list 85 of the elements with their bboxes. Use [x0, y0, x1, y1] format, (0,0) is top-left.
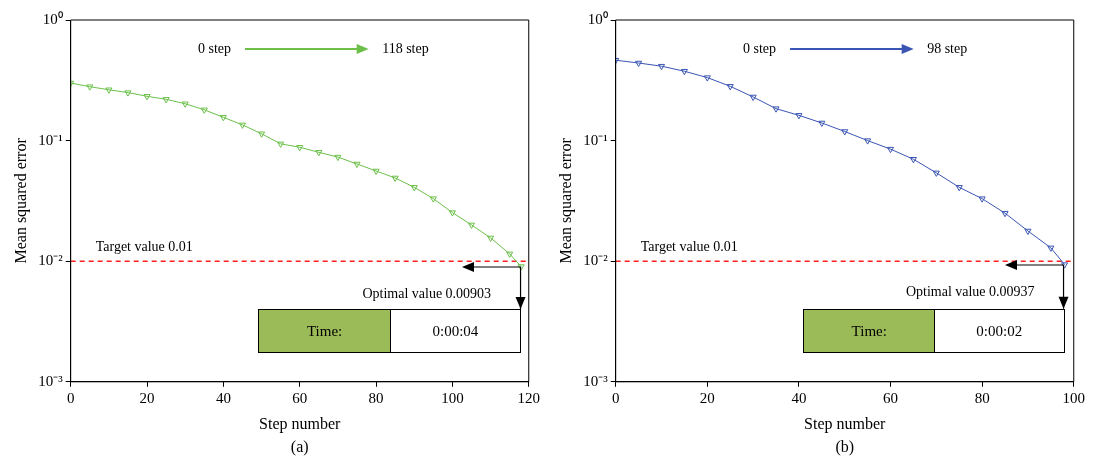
annotation: 0 step	[742, 40, 777, 56]
point	[909, 157, 917, 164]
point	[429, 196, 437, 203]
y-axis-title: Mean squared error	[556, 137, 575, 264]
annotation: 0 step	[197, 40, 232, 56]
x-tick-label: 80	[368, 389, 384, 406]
point	[1047, 245, 1055, 252]
point	[841, 129, 849, 136]
y-tick-label: 10⁻³	[583, 372, 609, 389]
x-tick-label: 60	[883, 389, 899, 406]
x-tick-label: 100	[441, 389, 464, 406]
point	[680, 68, 688, 76]
x-tick-label: 40	[791, 389, 807, 406]
y-tick-label: 10⁻¹	[583, 131, 608, 148]
point	[635, 60, 643, 67]
point	[517, 264, 525, 271]
point	[818, 120, 826, 127]
point	[258, 131, 266, 138]
point	[955, 185, 963, 192]
point	[315, 150, 323, 157]
point	[887, 146, 895, 154]
point	[200, 107, 208, 114]
point	[448, 210, 456, 217]
point	[506, 251, 514, 258]
annotation: 0:00:04	[390, 310, 521, 352]
y-tick-label: 10⁻²	[38, 252, 64, 269]
point	[864, 138, 872, 145]
text: (b)	[834, 438, 856, 456]
annotation: Optimal value 0.00903	[362, 286, 492, 302]
x-tick-label: 0	[611, 389, 620, 406]
point	[296, 145, 304, 152]
x-tick-label: 80	[974, 389, 990, 406]
x-tick-label: 0	[66, 389, 75, 406]
annotation: 118 step	[382, 40, 429, 56]
annotation: Time:	[804, 310, 936, 352]
point	[238, 122, 246, 129]
ref-line-label: Target value 0.01	[640, 239, 738, 255]
text: (a)	[289, 438, 310, 456]
y-tick-label: 10⁻²	[583, 252, 609, 269]
x-axis-title: Step number	[259, 414, 342, 433]
x-tick-label: 100	[1062, 389, 1085, 406]
point	[391, 175, 399, 182]
point	[334, 154, 342, 162]
point	[749, 94, 757, 101]
point	[105, 87, 113, 94]
x-tick-label: 120	[517, 389, 540, 406]
point	[86, 84, 94, 91]
point	[772, 106, 780, 113]
point	[726, 84, 734, 91]
x-tick-label: 60	[292, 389, 308, 406]
annotation: Optimal value 0.00937	[905, 284, 1035, 300]
time-table: Time: 0:00:02	[803, 309, 1065, 353]
point	[703, 75, 711, 82]
annotation: 98 step	[927, 40, 968, 56]
y-axis-title: Mean squared error	[11, 137, 30, 264]
point	[1061, 262, 1069, 269]
y-tick-label: 10⁻³	[38, 372, 64, 389]
point	[1001, 210, 1009, 218]
point	[467, 222, 476, 229]
point	[372, 168, 380, 175]
point	[657, 63, 666, 71]
x-axis-title: Step number	[804, 414, 887, 433]
point	[1024, 228, 1032, 235]
y-tick-label: 10⁻¹	[38, 131, 63, 148]
y-tick-label: 10⁰	[587, 10, 608, 27]
annotation: Time:	[259, 310, 391, 352]
y-tick-label: 10⁰	[42, 10, 63, 27]
x-tick-label: 40	[215, 389, 231, 406]
annotation: 0:00:02	[935, 310, 1064, 352]
point	[932, 170, 940, 177]
point	[219, 115, 227, 122]
x-tick-label: 20	[139, 389, 155, 406]
point	[181, 101, 189, 108]
ref-line-label: Target value 0.01	[95, 239, 193, 255]
point	[410, 185, 418, 192]
point	[795, 113, 803, 120]
point	[277, 141, 285, 148]
time-table: Time: 0:00:04	[258, 309, 522, 353]
point	[143, 94, 151, 101]
point	[162, 97, 170, 104]
x-tick-label: 20	[699, 389, 715, 406]
point	[124, 90, 132, 97]
point	[487, 235, 495, 242]
point	[353, 161, 361, 168]
point	[978, 196, 986, 203]
